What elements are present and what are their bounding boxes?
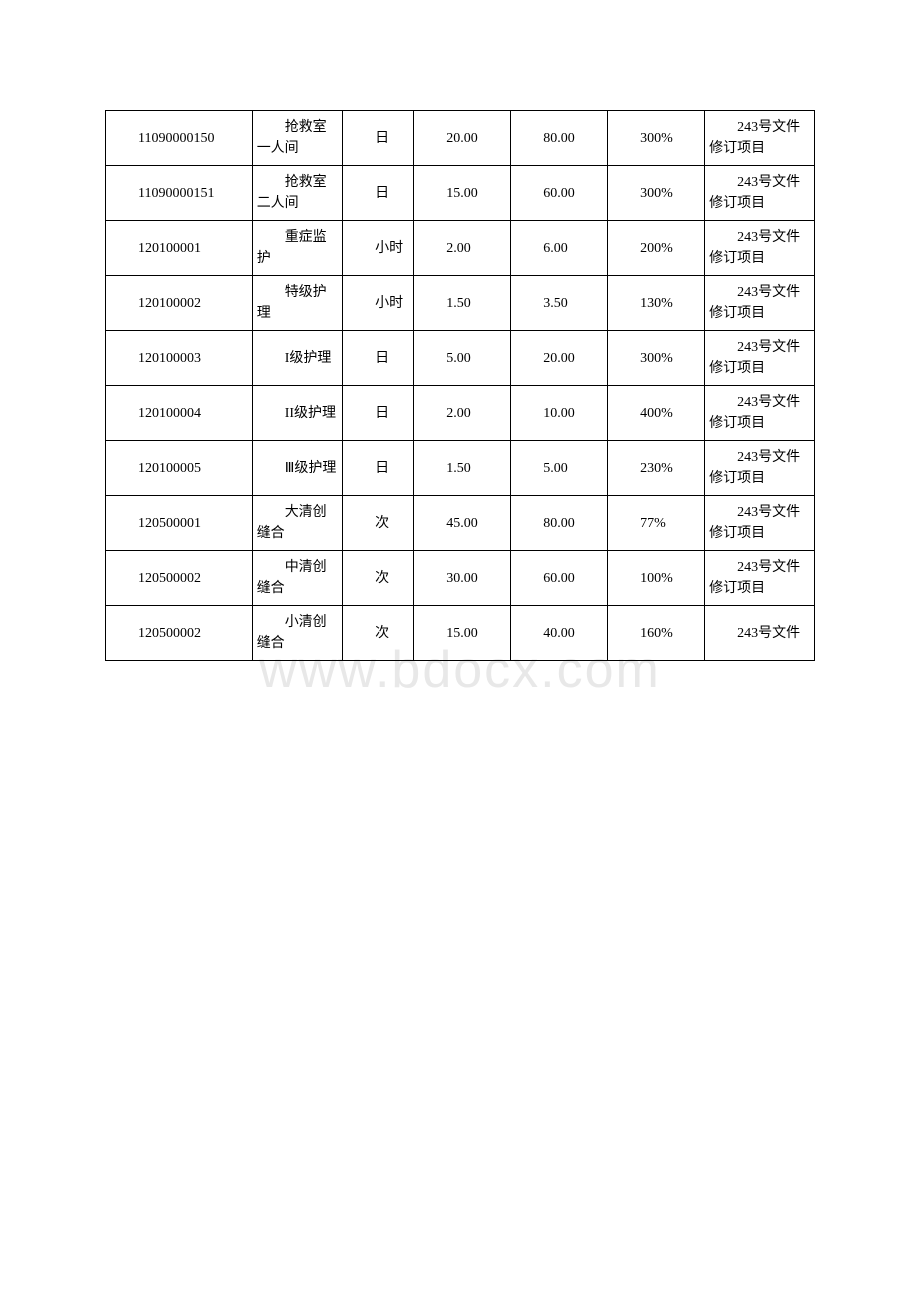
cell-percent: 230% bbox=[608, 441, 705, 496]
cell-code: 120100002 bbox=[106, 276, 253, 331]
cell-name: 抢救室一人间 bbox=[252, 111, 342, 166]
table-row: 120100003I级护理日5.0020.00300%243号文件修订项目 bbox=[106, 331, 815, 386]
cell-unit: 次 bbox=[343, 606, 414, 661]
cell-percent: 300% bbox=[608, 166, 705, 221]
cell-name: 小清创缝合 bbox=[252, 606, 342, 661]
cell-unit: 日 bbox=[343, 386, 414, 441]
cell-percent: 400% bbox=[608, 386, 705, 441]
cell-name: 重症监护 bbox=[252, 221, 342, 276]
cell-unit: 日 bbox=[343, 166, 414, 221]
cell-name: 特级护理 bbox=[252, 276, 342, 331]
cell-percent: 160% bbox=[608, 606, 705, 661]
cell-name: Ⅲ级护理 bbox=[252, 441, 342, 496]
cell-code: 120500002 bbox=[106, 606, 253, 661]
cell-percent: 130% bbox=[608, 276, 705, 331]
cell-name: 中清创缝合 bbox=[252, 551, 342, 606]
cell-note: 243号文件 bbox=[705, 606, 815, 661]
cell-price1: 5.00 bbox=[414, 331, 511, 386]
cell-percent: 100% bbox=[608, 551, 705, 606]
table-row: 11090000151抢救室二人间日15.0060.00300%243号文件修订… bbox=[106, 166, 815, 221]
cell-price2: 10.00 bbox=[511, 386, 608, 441]
table-row: 120100005Ⅲ级护理日1.505.00230%243号文件修订项目 bbox=[106, 441, 815, 496]
cell-price1: 45.00 bbox=[414, 496, 511, 551]
cell-price2: 80.00 bbox=[511, 111, 608, 166]
cell-code: 120100003 bbox=[106, 331, 253, 386]
table-row: 120100002特级护理小时1.503.50130%243号文件修订项目 bbox=[106, 276, 815, 331]
cell-code: 11090000151 bbox=[106, 166, 253, 221]
cell-code: 120100005 bbox=[106, 441, 253, 496]
pricing-table: 11090000150抢救室一人间日20.0080.00300%243号文件修订… bbox=[105, 110, 815, 661]
table-row: 120500002中清创缝合次30.0060.00100%243号文件修订项目 bbox=[106, 551, 815, 606]
cell-note: 243号文件修订项目 bbox=[705, 221, 815, 276]
cell-note: 243号文件修订项目 bbox=[705, 166, 815, 221]
cell-unit: 次 bbox=[343, 496, 414, 551]
cell-unit: 小时 bbox=[343, 221, 414, 276]
cell-price2: 3.50 bbox=[511, 276, 608, 331]
cell-note: 243号文件修订项目 bbox=[705, 551, 815, 606]
cell-unit: 日 bbox=[343, 331, 414, 386]
cell-unit: 日 bbox=[343, 441, 414, 496]
cell-price1: 1.50 bbox=[414, 441, 511, 496]
cell-note: 243号文件修订项目 bbox=[705, 111, 815, 166]
cell-price1: 20.00 bbox=[414, 111, 511, 166]
table-row: 11090000150抢救室一人间日20.0080.00300%243号文件修订… bbox=[106, 111, 815, 166]
cell-price2: 60.00 bbox=[511, 166, 608, 221]
cell-note: 243号文件修订项目 bbox=[705, 276, 815, 331]
cell-unit: 小时 bbox=[343, 276, 414, 331]
cell-code: 120500002 bbox=[106, 551, 253, 606]
cell-percent: 300% bbox=[608, 111, 705, 166]
cell-price1: 30.00 bbox=[414, 551, 511, 606]
cell-code: 120100001 bbox=[106, 221, 253, 276]
cell-code: 11090000150 bbox=[106, 111, 253, 166]
cell-note: 243号文件修订项目 bbox=[705, 331, 815, 386]
cell-name: 抢救室二人间 bbox=[252, 166, 342, 221]
cell-note: 243号文件修订项目 bbox=[705, 386, 815, 441]
cell-percent: 77% bbox=[608, 496, 705, 551]
cell-price2: 5.00 bbox=[511, 441, 608, 496]
cell-percent: 300% bbox=[608, 331, 705, 386]
cell-name: I级护理 bbox=[252, 331, 342, 386]
cell-name: II级护理 bbox=[252, 386, 342, 441]
table-row: 120500002小清创缝合次15.0040.00160%243号文件 bbox=[106, 606, 815, 661]
cell-unit: 日 bbox=[343, 111, 414, 166]
cell-price2: 80.00 bbox=[511, 496, 608, 551]
table-row: 120100004II级护理日2.0010.00400%243号文件修订项目 bbox=[106, 386, 815, 441]
cell-price2: 60.00 bbox=[511, 551, 608, 606]
cell-price2: 6.00 bbox=[511, 221, 608, 276]
cell-note: 243号文件修订项目 bbox=[705, 441, 815, 496]
table-row: 120100001重症监护小时2.006.00200%243号文件修订项目 bbox=[106, 221, 815, 276]
cell-code: 120100004 bbox=[106, 386, 253, 441]
cell-price1: 2.00 bbox=[414, 221, 511, 276]
cell-code: 120500001 bbox=[106, 496, 253, 551]
cell-price2: 40.00 bbox=[511, 606, 608, 661]
cell-unit: 次 bbox=[343, 551, 414, 606]
cell-price1: 2.00 bbox=[414, 386, 511, 441]
cell-price1: 1.50 bbox=[414, 276, 511, 331]
table-row: 120500001大清创缝合次45.0080.0077%243号文件修订项目 bbox=[106, 496, 815, 551]
cell-note: 243号文件修订项目 bbox=[705, 496, 815, 551]
cell-price1: 15.00 bbox=[414, 606, 511, 661]
cell-price2: 20.00 bbox=[511, 331, 608, 386]
cell-price1: 15.00 bbox=[414, 166, 511, 221]
cell-name: 大清创缝合 bbox=[252, 496, 342, 551]
cell-percent: 200% bbox=[608, 221, 705, 276]
